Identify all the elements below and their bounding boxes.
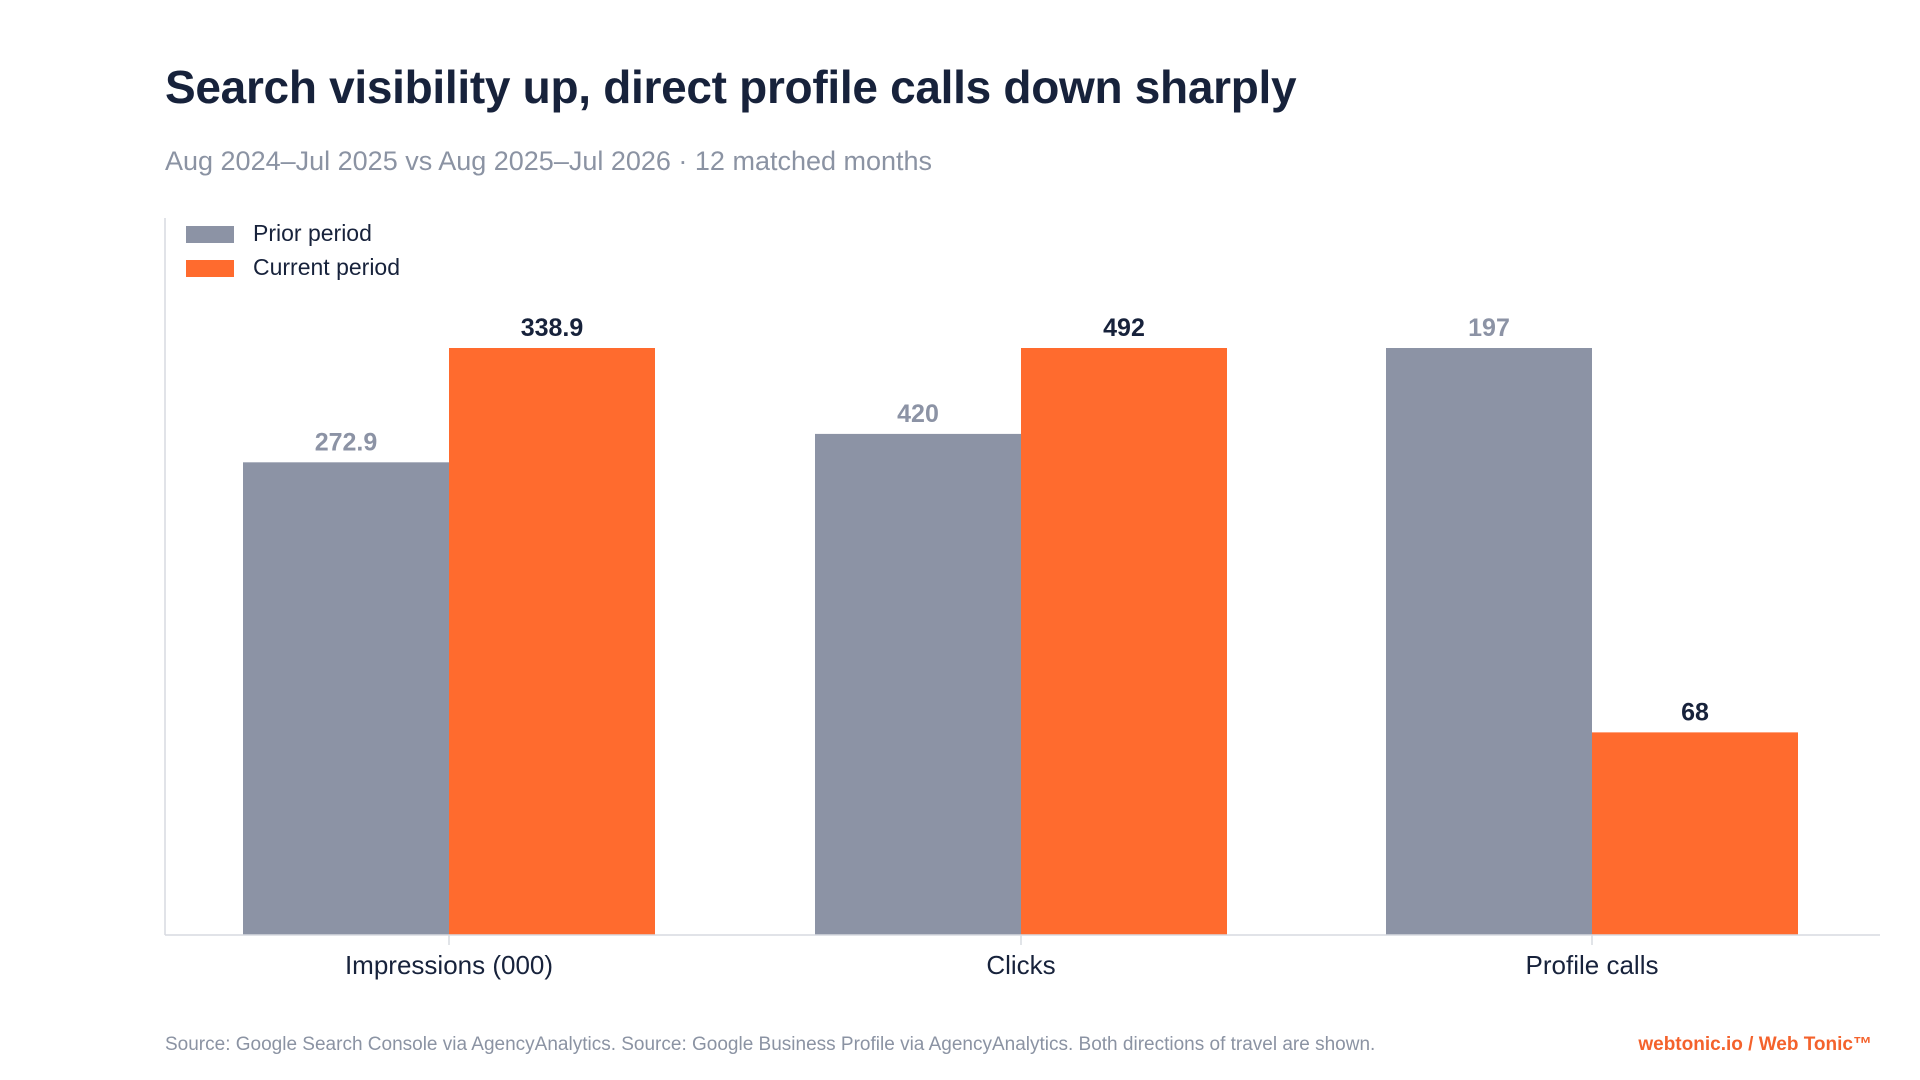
bar-current-2: [1592, 732, 1798, 935]
category-label-0: Impressions (000): [345, 950, 553, 980]
legend-swatch-current: [186, 260, 234, 277]
value-label-prior-1: 420: [897, 400, 939, 428]
bar-current-0: [449, 348, 655, 935]
legend-label-prior: Prior period: [253, 220, 372, 246]
source-note: Source: Google Search Console via Agency…: [165, 1034, 1376, 1055]
brand-credit[interactable]: webtonic.io / Web Tonic™: [1638, 1034, 1872, 1055]
category-label-1: Clicks: [986, 950, 1055, 980]
value-label-prior-2: 197: [1468, 314, 1510, 342]
value-label-current-1: 492: [1103, 314, 1145, 342]
category-labels-group: Impressions (000) Clicks Profile calls: [345, 950, 1659, 980]
axes-group: [164, 218, 1880, 945]
chart-title: Search visibility up, direct profile cal…: [165, 61, 1297, 113]
legend-swatch-prior: [186, 226, 234, 243]
legend-label-current: Current period: [253, 254, 400, 280]
value-label-current-0: 338.9: [521, 314, 584, 342]
category-label-2: Profile calls: [1526, 950, 1659, 980]
value-label-prior-0: 272.9: [315, 428, 378, 456]
bar-chart: Prior period Current period 272.9 338.9 420…: [164, 218, 1880, 980]
value-label-current-2: 68: [1681, 698, 1709, 726]
bar-prior-0: [243, 462, 449, 935]
bar-prior-2: [1386, 348, 1592, 935]
value-labels-group: 272.9 338.9 420 492 197 68: [315, 314, 1709, 726]
legend: Prior period Current period: [186, 220, 400, 280]
bar-current-1: [1021, 348, 1227, 935]
bars-group: [243, 348, 1798, 935]
chart-subtitle: Aug 2024–Jul 2025 vs Aug 2025–Jul 2026 ·…: [165, 146, 933, 176]
bar-prior-1: [815, 433, 1021, 935]
